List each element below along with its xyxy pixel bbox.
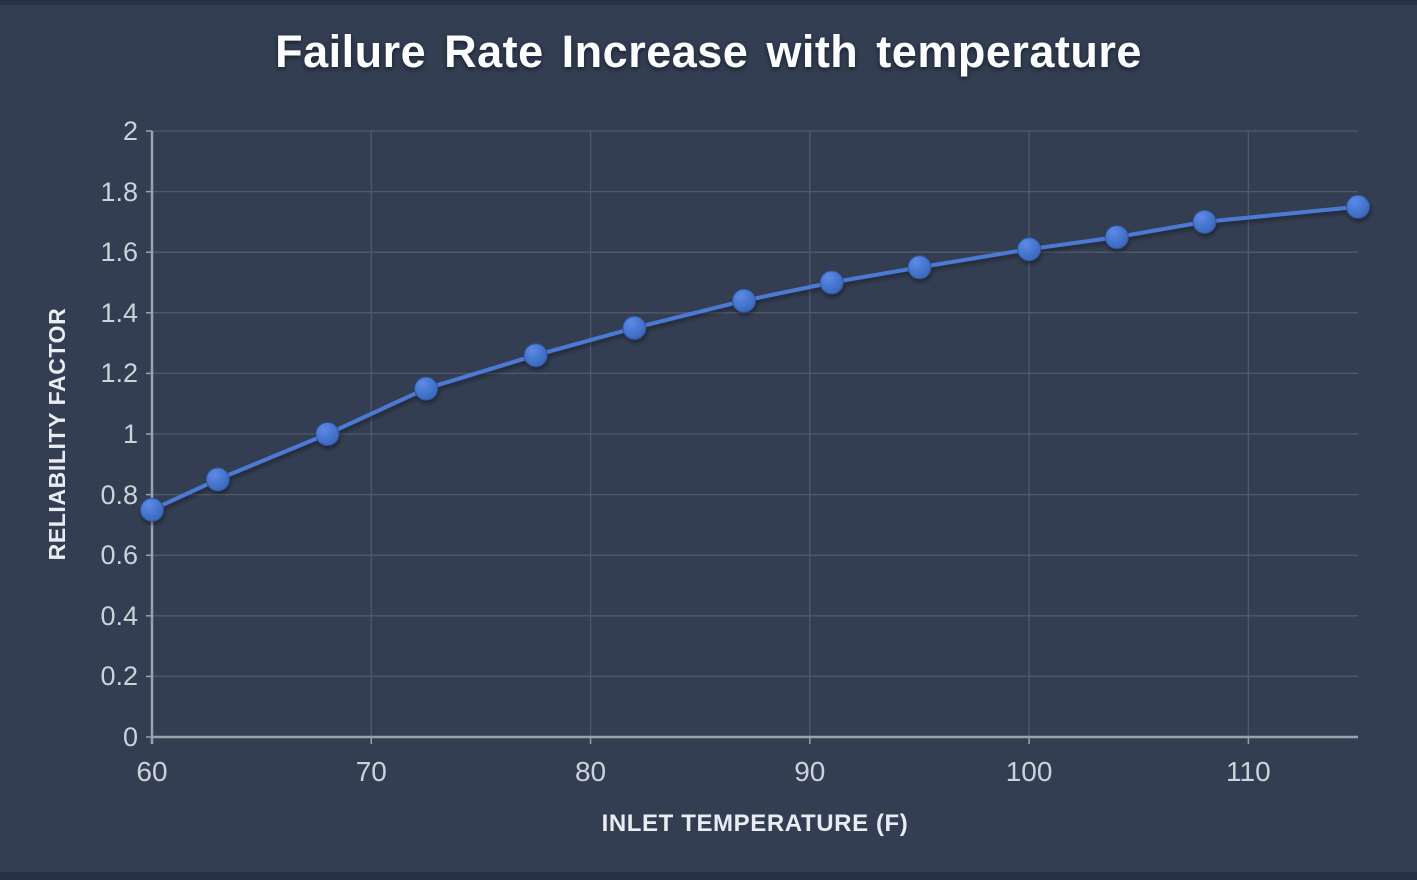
y-tick-label: 2 — [122, 116, 138, 146]
x-tick-label: 110 — [1226, 756, 1271, 787]
plot-svg — [140, 130, 1370, 744]
y-tick-label: 0.2 — [100, 661, 138, 692]
plot-area — [140, 130, 1370, 744]
y-tick-label: 0 — [122, 722, 138, 752]
data-point-marker — [1346, 194, 1370, 219]
x-tick-label: 90 — [794, 756, 826, 787]
x-tick-label: 60 — [136, 756, 168, 787]
data-point-marker — [315, 422, 340, 446]
data-series — [140, 194, 1370, 522]
chart-title: Failure Rate Increase with temperature — [275, 26, 1142, 77]
data-point-marker — [140, 497, 164, 522]
x-tick-label: 100 — [1005, 756, 1053, 787]
y-tick-label: 0.4 — [100, 600, 138, 631]
data-point-marker — [1017, 237, 1042, 262]
data-point-marker — [732, 288, 756, 313]
data-point-marker — [205, 467, 230, 492]
x-tick-label: 80 — [574, 756, 607, 787]
y-tick-label: 1.2 — [100, 358, 138, 389]
x-axis-title: INLET TEMPERATURE (F) — [601, 810, 909, 837]
data-point-marker — [1104, 225, 1129, 250]
y-tick-label: 0.8 — [100, 479, 138, 510]
top-edge-band — [0, 0, 1417, 5]
data-point-marker — [907, 255, 932, 280]
bottom-edge-band — [0, 872, 1417, 880]
data-point-marker — [1192, 209, 1217, 234]
y-tick-label: 1.8 — [100, 176, 138, 207]
data-point-marker — [523, 343, 548, 368]
data-point-marker — [622, 315, 647, 340]
x-tick-label: 70 — [355, 756, 387, 787]
data-point-marker — [819, 270, 844, 295]
data-point-marker — [414, 376, 439, 401]
y-tick-label: 0.6 — [100, 540, 138, 571]
y-tick-label: 1.6 — [100, 237, 138, 268]
y-tick-label: 1.4 — [100, 297, 138, 328]
y-tick-label: 1 — [122, 419, 138, 449]
